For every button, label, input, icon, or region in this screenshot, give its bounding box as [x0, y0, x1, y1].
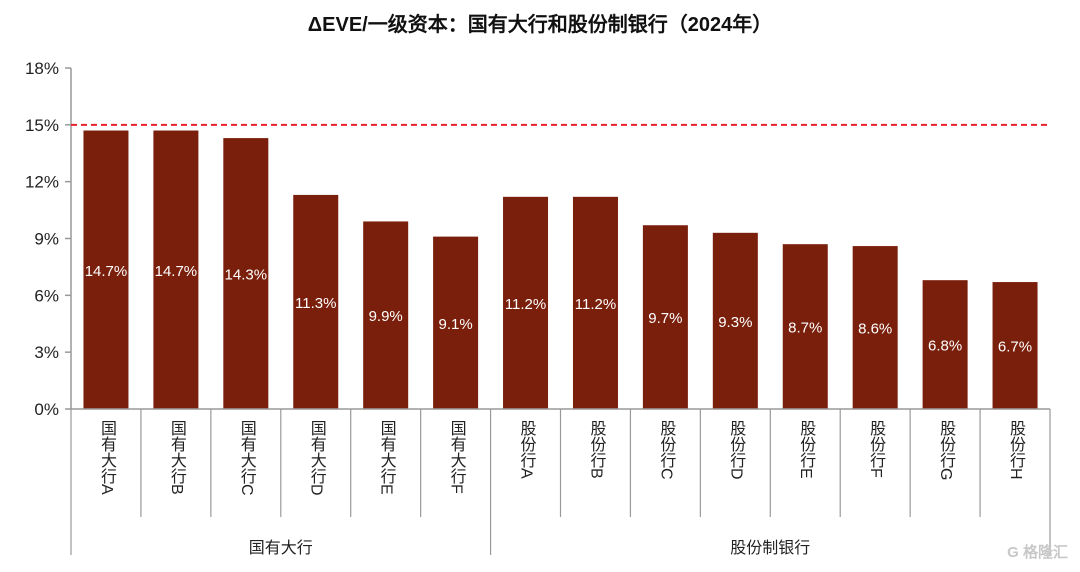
y-tick-label: 18%	[25, 59, 59, 78]
x-tick-label: 股份行F	[840, 420, 910, 520]
chart-title: ΔEVE/一级资本：国有大行和股份制银行（2024年）	[307, 14, 773, 36]
bar	[572, 196, 618, 409]
data-label: 6.7%	[998, 339, 1032, 356]
x-tick-label-text: 股份行D	[727, 420, 745, 480]
bar	[293, 194, 339, 409]
x-tick-label-text: 股份行H	[1007, 420, 1025, 480]
x-tick-label: 股份行A	[491, 420, 561, 520]
data-label: 14.7%	[155, 263, 198, 280]
bar	[642, 225, 688, 409]
bar	[503, 196, 549, 409]
bar	[83, 130, 129, 409]
x-tick-label: 国有大行A	[71, 420, 141, 520]
x-tick-label: 国有大行C	[211, 420, 281, 520]
bar	[712, 232, 758, 409]
data-label: 6.8%	[928, 338, 962, 355]
x-tick-label: 股份行B	[561, 420, 631, 520]
x-tick-label-text: 股份行F	[867, 420, 885, 478]
data-label: 9.3%	[718, 314, 752, 331]
bar	[992, 282, 1038, 409]
watermark-logo: G 格隆汇	[1007, 544, 1068, 561]
x-tick-label: 国有大行E	[351, 420, 421, 520]
data-label: 8.6%	[858, 321, 892, 338]
x-tick-label: 国有大行F	[421, 420, 491, 520]
data-label: 8.7%	[788, 320, 822, 337]
x-tick-label-text: 股份行E	[797, 420, 815, 479]
y-tick-label: 9%	[34, 230, 59, 249]
x-tick-label-text: 股份行B	[587, 420, 605, 479]
bar	[922, 280, 968, 409]
data-label: 9.9%	[369, 308, 403, 325]
bar	[852, 246, 898, 409]
data-label: 11.2%	[575, 296, 616, 313]
group-label: 国有大行	[248, 540, 313, 557]
x-tick-label: 股份行H	[980, 420, 1050, 520]
data-label: 9.7%	[648, 310, 682, 327]
x-tick-label-text: 国有大行E	[377, 420, 395, 495]
x-tick-label: 国有大行B	[141, 420, 211, 520]
group-label: 股份制银行	[730, 540, 811, 557]
y-tick-label: 12%	[25, 173, 59, 192]
x-tick-label-text: 国有大行B	[167, 420, 185, 495]
data-label: 9.1%	[439, 316, 473, 333]
data-label: 14.3%	[225, 267, 268, 284]
x-tick-label-text: 国有大行F	[447, 420, 465, 494]
x-tick-label: 国有大行D	[281, 420, 351, 520]
bar	[153, 130, 199, 409]
bar	[363, 221, 409, 409]
x-tick-label-text: 国有大行A	[97, 420, 115, 495]
y-tick-label: 0%	[34, 400, 59, 419]
bar	[223, 138, 269, 409]
y-tick-label: 3%	[34, 343, 59, 362]
x-tick-label: 股份行G	[910, 420, 980, 520]
x-tick-label: 股份行E	[770, 420, 840, 520]
x-tick-label-text: 国有大行D	[307, 420, 325, 496]
data-label: 11.2%	[505, 296, 546, 313]
x-tick-label: 股份行D	[700, 420, 770, 520]
x-tick-label-text: 股份行G	[937, 420, 955, 481]
x-tick-label-text: 股份行A	[517, 420, 535, 479]
y-tick-label: 6%	[34, 286, 59, 305]
data-label: 11.3%	[295, 295, 336, 312]
x-tick-label-text: 国有大行C	[237, 420, 255, 496]
bar	[433, 236, 479, 409]
data-label: 14.7%	[85, 263, 128, 280]
y-tick-label: 15%	[25, 116, 59, 135]
x-tick-label: 股份行C	[630, 420, 700, 520]
bar	[782, 244, 828, 409]
x-tick-label-text: 股份行C	[657, 420, 675, 480]
